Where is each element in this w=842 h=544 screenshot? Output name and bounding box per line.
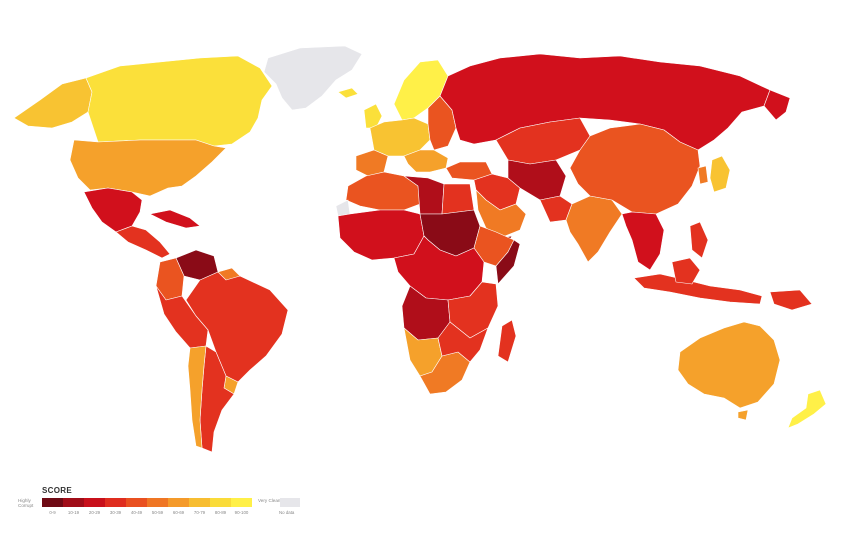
legend-tick-4: 40-49	[130, 510, 143, 515]
region-arabia[interactable]	[475, 189, 527, 239]
region-caribbean[interactable]	[149, 209, 201, 229]
region-mexico[interactable]	[83, 187, 143, 233]
legend-tick-2: 20-29	[88, 510, 101, 515]
legend-tick-9: 90-100	[234, 510, 249, 515]
legend-tick-8: 80-89	[214, 510, 227, 515]
legend-title: SCORE	[42, 486, 72, 495]
region-png[interactable]	[769, 289, 813, 311]
region-mozambique[interactable]	[437, 321, 489, 363]
region-greenland[interactable]	[263, 45, 363, 111]
region-indonesia[interactable]	[633, 273, 763, 305]
legend-no-data-swatch	[280, 498, 300, 507]
legend-swatch-4	[126, 498, 147, 507]
region-chile[interactable]	[187, 345, 207, 449]
region-southeast-asia[interactable]	[621, 211, 665, 271]
region-australia[interactable]	[677, 321, 781, 409]
region-usa[interactable]	[69, 139, 227, 197]
legend-tick-3: 30-39	[109, 510, 122, 515]
region-korea[interactable]	[697, 165, 709, 185]
legend-swatch-5	[147, 498, 168, 507]
legend-tick-7: 70-79	[193, 510, 206, 515]
region-china[interactable]	[569, 123, 701, 215]
region-russia[interactable]	[439, 53, 771, 151]
region-japan[interactable]	[709, 155, 731, 193]
region-west-africa[interactable]	[337, 209, 425, 261]
region-kamchatka[interactable]	[763, 89, 791, 121]
region-somalia[interactable]	[495, 239, 521, 285]
region-guianas[interactable]	[217, 267, 241, 281]
legend-swatch-0	[42, 498, 63, 507]
region-tasmania[interactable]	[737, 409, 749, 421]
region-new-zealand[interactable]	[787, 389, 827, 429]
legend-tick-1: 10-19	[67, 510, 80, 515]
legend-tick-0: 0-9	[49, 510, 56, 515]
region-canada[interactable]	[85, 55, 273, 147]
legend-swatch-1	[63, 498, 84, 507]
legend-swatch-7	[189, 498, 210, 507]
legend-swatch-6	[168, 498, 189, 507]
legend-tick-5: 50-59	[151, 510, 164, 515]
legend-no-data-label: No data	[279, 510, 295, 515]
region-egypt[interactable]	[441, 183, 475, 215]
region-uk-ireland[interactable]	[363, 103, 383, 129]
region-southern-europe[interactable]	[403, 149, 449, 173]
legend-swatch-9	[231, 498, 252, 507]
region-madagascar[interactable]	[497, 319, 517, 363]
legend-right-label: Very Clean	[258, 498, 281, 503]
region-borneo[interactable]	[671, 257, 701, 285]
legend-swatch-2	[84, 498, 105, 507]
region-iceland[interactable]	[337, 87, 359, 99]
legend-left-label: Highly Corrupt	[18, 498, 34, 508]
region-western-sahara[interactable]	[335, 199, 351, 217]
legend-tick-6: 60-69	[172, 510, 185, 515]
region-central-america[interactable]	[115, 225, 171, 259]
legend-swatch-8	[210, 498, 231, 507]
legend-tick-labels: 0-9 10-19 20-29 30-39 40-49 50-59 60-69 70-79 80…	[42, 510, 252, 515]
legend-color-scale	[42, 498, 252, 507]
region-india[interactable]	[565, 195, 623, 263]
legend: SCORE Highly Corrupt 0-9 10-19 20-29 30-39 4…	[8, 484, 308, 524]
legend-swatch-3	[105, 498, 126, 507]
region-peru-bolivia[interactable]	[155, 285, 209, 349]
region-philippines[interactable]	[689, 221, 709, 259]
region-alaska[interactable]	[13, 77, 93, 129]
